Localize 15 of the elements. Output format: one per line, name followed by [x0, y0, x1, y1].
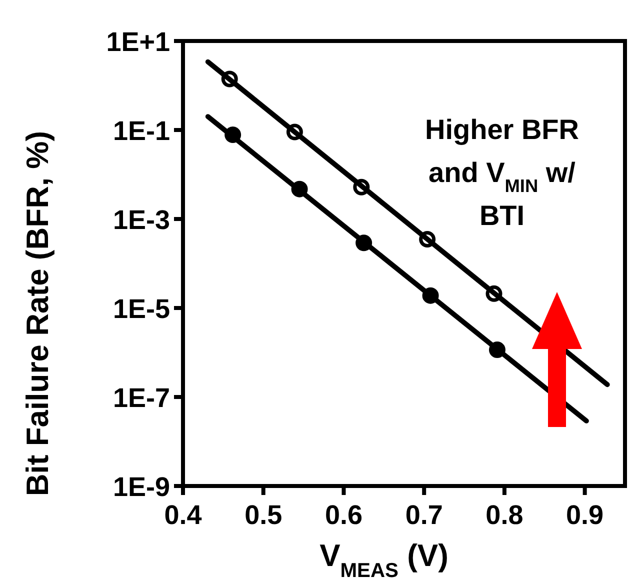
- x-tick-label: 0.7: [405, 500, 443, 530]
- annotation: Higher BFR and V$_{MIN}$ w/ BTI: [425, 114, 579, 231]
- y-tick-label: 1E-5: [112, 294, 170, 324]
- y-tick-label: 1E+1: [106, 27, 170, 57]
- x-tick-label: 0.9: [566, 500, 604, 530]
- y-tick-label: 1E-7: [112, 383, 170, 413]
- x-tick-label: 0.6: [324, 500, 362, 530]
- y-axis-title: Bit Failure Rate (BFR, %): [20, 130, 55, 496]
- y-tick-label: 1E-1: [112, 116, 170, 146]
- y-tick-label: 1E-3: [112, 205, 170, 235]
- x-tick-label: 0.8: [486, 500, 524, 530]
- y-tick-label: 1E-9: [112, 472, 170, 502]
- x-axis-title: V$_{MEAS}$ (V): [320, 538, 448, 582]
- x-tick-label: 0.4: [164, 500, 202, 530]
- x-tick-label: 0.5: [244, 500, 282, 530]
